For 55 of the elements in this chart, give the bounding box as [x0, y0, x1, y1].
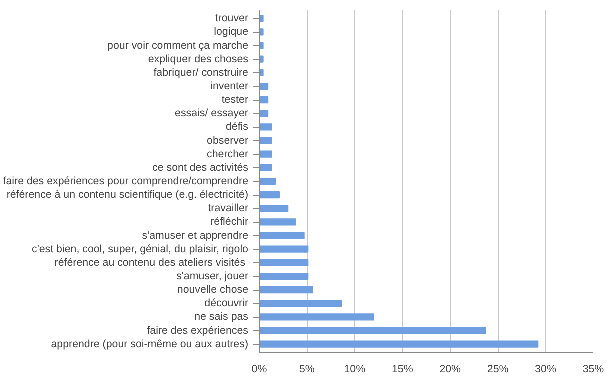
- x-tick-label: 0%: [252, 364, 268, 376]
- y-tick-label: trouver: [215, 12, 249, 25]
- bar: [260, 124, 272, 131]
- x-tick-label: 25%: [487, 364, 510, 376]
- bar: [260, 42, 264, 50]
- bar: [260, 232, 305, 240]
- y-tick-label: logique: [214, 26, 249, 38]
- bar: [260, 96, 269, 104]
- bar: [260, 300, 342, 308]
- bar: [260, 178, 276, 186]
- x-tick-label: 5%: [300, 364, 316, 376]
- x-tick-label: 30%: [535, 364, 557, 376]
- bar: [260, 340, 539, 348]
- y-tick-label: faire des expériences: [147, 324, 249, 337]
- y-tick-label: inventer: [210, 80, 249, 92]
- y-tick-label: tester: [222, 94, 249, 106]
- y-tick-label: c'est bien, cool, super, génial, du plaisir, rigolo: [32, 243, 249, 256]
- bar: [260, 327, 486, 334]
- x-tick-label: 35%: [582, 364, 605, 376]
- bar: [260, 82, 269, 90]
- bar: [260, 150, 272, 158]
- y-tick-label: travailler: [208, 202, 249, 215]
- y-tick-label: ce sont des activités: [152, 162, 248, 174]
- y-tick-label: s'amuser et apprendre: [142, 230, 249, 242]
- y-tick-label: faire des expériences pour comprendre/comprendre: [3, 176, 249, 188]
- y-tick-label: référence au contenu des ateliers visités: [54, 256, 246, 269]
- y-tick-label: fabriquer/ construire: [154, 66, 249, 79]
- bar: [260, 28, 264, 36]
- bar: [260, 164, 272, 172]
- y-tick-label: essais/ essayer: [175, 108, 249, 120]
- bar: [260, 137, 272, 144]
- bar: [260, 314, 375, 321]
- bar: [260, 110, 269, 118]
- bar: [260, 205, 289, 212]
- bar: [260, 286, 314, 294]
- y-tick-label: ne sais pas: [194, 311, 248, 324]
- x-tick-label: 20%: [440, 364, 462, 376]
- bar: [260, 192, 280, 199]
- y-tick-label: référence à un contenu scientifique (e.g. électricité): [6, 189, 249, 202]
- y-tick-label: s'amuser, jouer: [176, 270, 249, 282]
- bar: [260, 272, 309, 280]
- y-tick-label: pour voir comment ça marche: [108, 40, 249, 52]
- y-tick-label: chercher: [207, 148, 249, 160]
- y-tick-label: défis: [226, 121, 249, 134]
- x-tick-label: 10%: [344, 364, 366, 376]
- bar: [260, 259, 309, 266]
- y-tick-label: observer: [207, 134, 249, 147]
- y-tick-label: nouvelle chose: [177, 284, 249, 296]
- bar: [260, 246, 309, 253]
- y-tick-label: découvrir: [204, 298, 249, 310]
- y-tick-label: apprendre (pour soi-même ou aux autres): [51, 338, 249, 350]
- y-tick-label: expliquer des choses: [148, 53, 249, 66]
- x-tick-label: 15%: [392, 364, 414, 376]
- bar: [260, 218, 296, 226]
- y-tick-label: réfléchir: [210, 216, 249, 228]
